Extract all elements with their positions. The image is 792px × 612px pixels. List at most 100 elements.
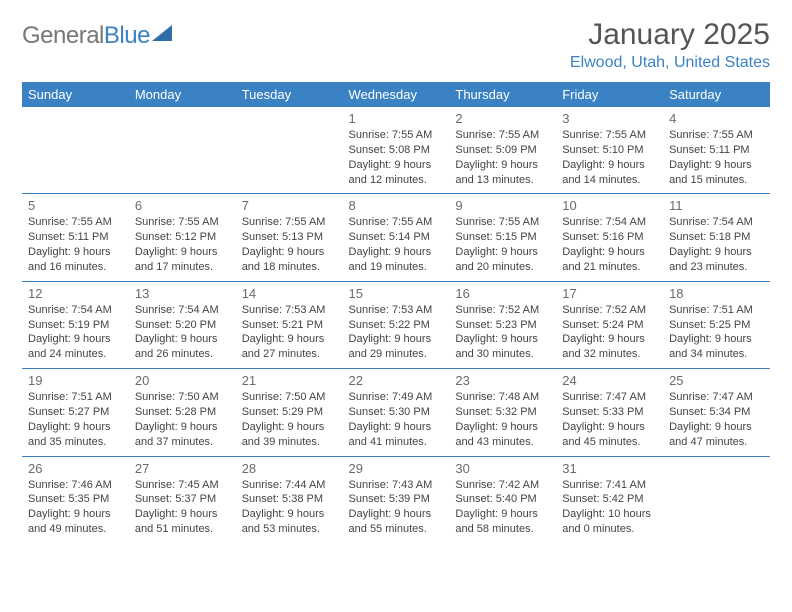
day-detail-line: Daylight: 9 hours: [135, 420, 230, 435]
day-detail-line: and 30 minutes.: [455, 347, 550, 362]
day-detail-line: Sunset: 5:29 PM: [242, 405, 337, 420]
day-detail-line: Daylight: 9 hours: [669, 158, 764, 173]
weekday-header: Monday: [129, 82, 236, 107]
day-detail-line: and 14 minutes.: [562, 173, 657, 188]
day-detail-line: and 20 minutes.: [455, 260, 550, 275]
day-number: 3: [562, 111, 657, 126]
day-detail-line: Sunrise: 7:47 AM: [669, 390, 764, 405]
day-detail-line: and 16 minutes.: [28, 260, 123, 275]
day-detail-line: Sunset: 5:15 PM: [455, 230, 550, 245]
day-detail-line: Sunset: 5:10 PM: [562, 143, 657, 158]
calendar-cell: 20Sunrise: 7:50 AMSunset: 5:28 PMDayligh…: [129, 369, 236, 456]
day-detail-line: Sunrise: 7:54 AM: [562, 215, 657, 230]
day-detail-line: Daylight: 9 hours: [669, 332, 764, 347]
calendar-cell: 4Sunrise: 7:55 AMSunset: 5:11 PMDaylight…: [663, 107, 770, 194]
day-number: 22: [349, 373, 444, 388]
logo-text-blue: Blue: [104, 22, 150, 49]
calendar-cell: 8Sunrise: 7:55 AMSunset: 5:14 PMDaylight…: [343, 194, 450, 281]
day-detail-line: and 35 minutes.: [28, 435, 123, 450]
day-detail-line: Sunset: 5:20 PM: [135, 318, 230, 333]
day-detail-line: Daylight: 9 hours: [562, 245, 657, 260]
day-detail-line: and 27 minutes.: [242, 347, 337, 362]
calendar-cell: 31Sunrise: 7:41 AMSunset: 5:42 PMDayligh…: [556, 456, 663, 543]
weekday-header: Sunday: [22, 82, 129, 107]
day-detail-line: Daylight: 9 hours: [28, 507, 123, 522]
logo: GeneralBlue: [22, 18, 172, 50]
day-number: 16: [455, 286, 550, 301]
day-detail-line: Daylight: 9 hours: [669, 245, 764, 260]
day-detail-line: Daylight: 9 hours: [455, 245, 550, 260]
calendar-row: 5Sunrise: 7:55 AMSunset: 5:11 PMDaylight…: [22, 194, 770, 281]
day-detail-line: Sunrise: 7:43 AM: [349, 478, 444, 493]
day-detail-line: and 12 minutes.: [349, 173, 444, 188]
header: GeneralBlue January 2025 Elwood, Utah, U…: [22, 18, 770, 72]
day-detail-line: Sunset: 5:13 PM: [242, 230, 337, 245]
day-number: 10: [562, 198, 657, 213]
day-number: 15: [349, 286, 444, 301]
day-detail-line: and 13 minutes.: [455, 173, 550, 188]
day-detail-line: and 45 minutes.: [562, 435, 657, 450]
day-detail-line: Sunset: 5:11 PM: [669, 143, 764, 158]
day-number: 4: [669, 111, 764, 126]
day-detail-line: and 41 minutes.: [349, 435, 444, 450]
day-detail-line: Sunset: 5:16 PM: [562, 230, 657, 245]
day-detail-line: Daylight: 9 hours: [135, 245, 230, 260]
day-detail-line: Sunrise: 7:46 AM: [28, 478, 123, 493]
day-detail-line: and 53 minutes.: [242, 522, 337, 537]
day-detail-line: Sunset: 5:33 PM: [562, 405, 657, 420]
day-number: 2: [455, 111, 550, 126]
calendar-cell: 28Sunrise: 7:44 AMSunset: 5:38 PMDayligh…: [236, 456, 343, 543]
day-detail-line: Sunrise: 7:54 AM: [28, 303, 123, 318]
day-number: 29: [349, 461, 444, 476]
day-detail-line: Sunrise: 7:55 AM: [455, 128, 550, 143]
day-number: 20: [135, 373, 230, 388]
calendar-table: Sunday Monday Tuesday Wednesday Thursday…: [22, 82, 770, 543]
day-detail-line: Sunset: 5:19 PM: [28, 318, 123, 333]
day-detail-line: Daylight: 9 hours: [349, 332, 444, 347]
day-number: 13: [135, 286, 230, 301]
logo-text-general: General: [22, 22, 104, 49]
day-detail-line: Sunrise: 7:44 AM: [242, 478, 337, 493]
day-detail-line: Sunset: 5:37 PM: [135, 492, 230, 507]
day-detail-line: and 24 minutes.: [28, 347, 123, 362]
day-detail-line: and 0 minutes.: [562, 522, 657, 537]
day-number: 6: [135, 198, 230, 213]
calendar-page: GeneralBlue January 2025 Elwood, Utah, U…: [0, 0, 792, 553]
weekday-header: Tuesday: [236, 82, 343, 107]
day-number: 26: [28, 461, 123, 476]
day-detail-line: Sunrise: 7:55 AM: [28, 215, 123, 230]
calendar-cell: 3Sunrise: 7:55 AMSunset: 5:10 PMDaylight…: [556, 107, 663, 194]
day-detail-line: Sunrise: 7:42 AM: [455, 478, 550, 493]
calendar-cell: 11Sunrise: 7:54 AMSunset: 5:18 PMDayligh…: [663, 194, 770, 281]
calendar-cell: 17Sunrise: 7:52 AMSunset: 5:24 PMDayligh…: [556, 281, 663, 368]
day-detail-line: Sunrise: 7:52 AM: [562, 303, 657, 318]
day-detail-line: Sunrise: 7:53 AM: [349, 303, 444, 318]
day-number: 23: [455, 373, 550, 388]
calendar-body: 1Sunrise: 7:55 AMSunset: 5:08 PMDaylight…: [22, 107, 770, 543]
day-number: 7: [242, 198, 337, 213]
calendar-cell: 7Sunrise: 7:55 AMSunset: 5:13 PMDaylight…: [236, 194, 343, 281]
day-detail-line: Sunrise: 7:55 AM: [562, 128, 657, 143]
day-detail-line: Daylight: 9 hours: [455, 158, 550, 173]
calendar-cell: 13Sunrise: 7:54 AMSunset: 5:20 PMDayligh…: [129, 281, 236, 368]
calendar-cell: 23Sunrise: 7:48 AMSunset: 5:32 PMDayligh…: [449, 369, 556, 456]
day-number: 28: [242, 461, 337, 476]
day-detail-line: Daylight: 9 hours: [28, 420, 123, 435]
day-detail-line: Sunset: 5:08 PM: [349, 143, 444, 158]
day-detail-line: Daylight: 9 hours: [349, 245, 444, 260]
day-detail-line: Daylight: 9 hours: [28, 245, 123, 260]
day-detail-line: Sunrise: 7:55 AM: [135, 215, 230, 230]
day-detail-line: and 55 minutes.: [349, 522, 444, 537]
day-detail-line: Sunset: 5:25 PM: [669, 318, 764, 333]
calendar-cell: [129, 107, 236, 194]
day-number: 27: [135, 461, 230, 476]
day-detail-line: Sunset: 5:32 PM: [455, 405, 550, 420]
day-number: 12: [28, 286, 123, 301]
day-detail-line: and 43 minutes.: [455, 435, 550, 450]
day-detail-line: Daylight: 9 hours: [455, 420, 550, 435]
day-detail-line: and 51 minutes.: [135, 522, 230, 537]
day-detail-line: Daylight: 9 hours: [455, 332, 550, 347]
day-detail-line: Sunrise: 7:50 AM: [242, 390, 337, 405]
calendar-cell: 27Sunrise: 7:45 AMSunset: 5:37 PMDayligh…: [129, 456, 236, 543]
day-detail-line: Daylight: 9 hours: [669, 420, 764, 435]
